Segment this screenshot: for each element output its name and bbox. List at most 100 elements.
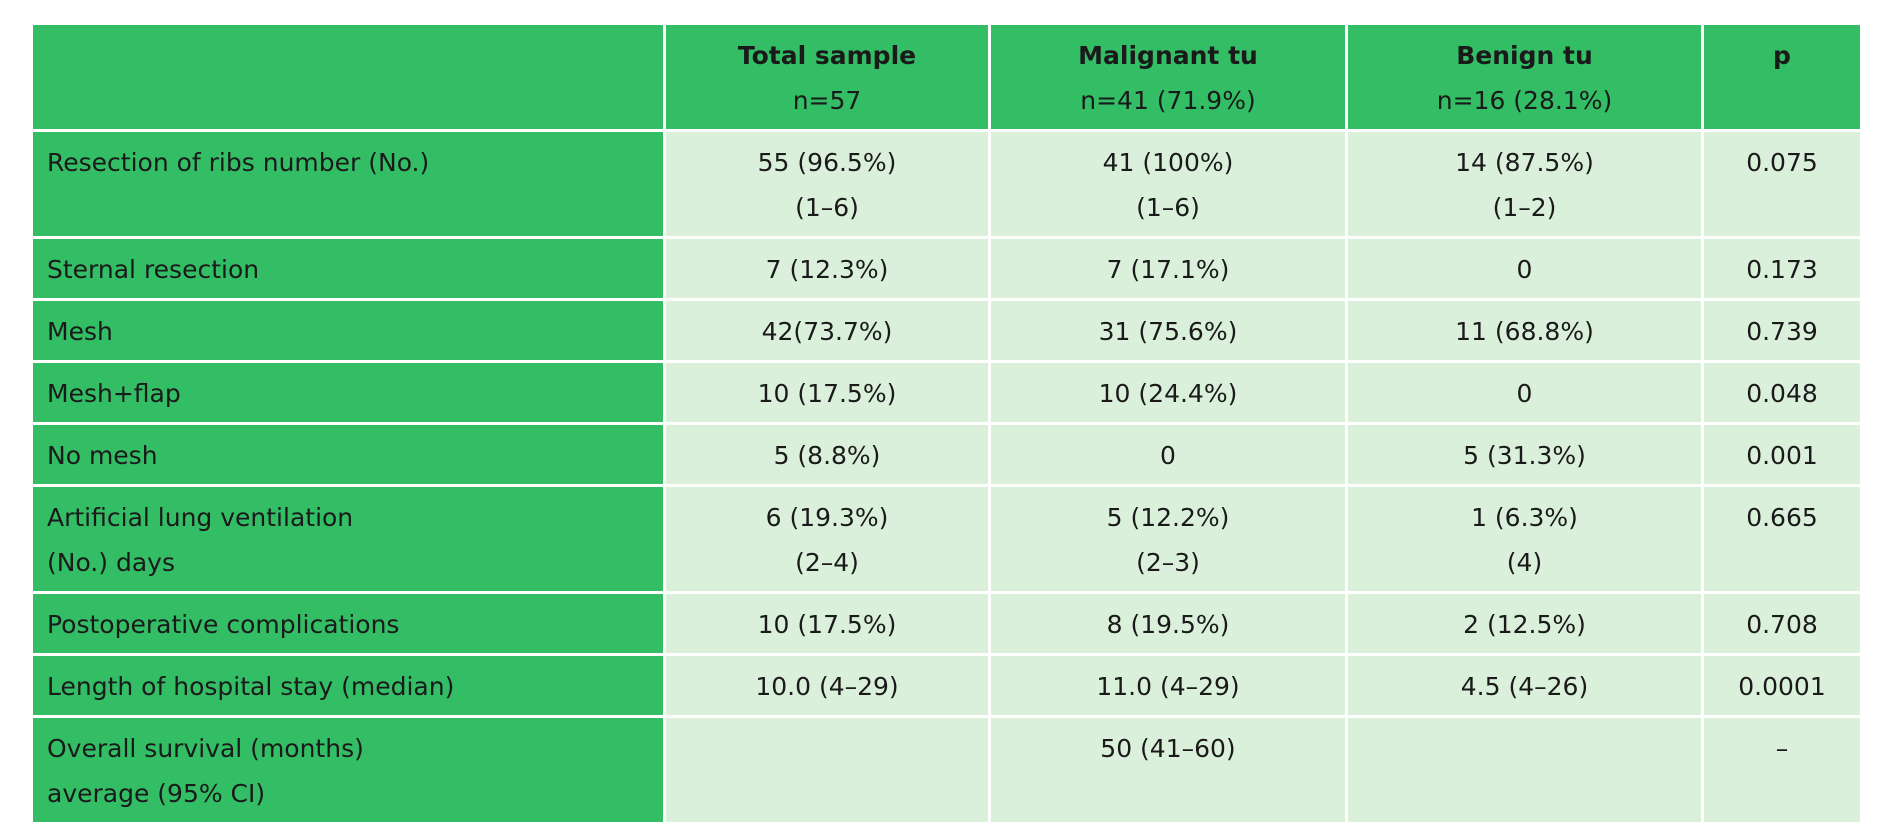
label-line: (No.) days bbox=[47, 548, 175, 577]
cell-line: 4.5 (4–26) bbox=[1460, 672, 1589, 701]
data-cell: 14 (87.5%) (1–2) bbox=[1345, 129, 1704, 239]
cell-line: (1–6) bbox=[795, 193, 859, 222]
cell-line: 42(73.7%) bbox=[761, 317, 893, 346]
header-row: Total sample n=57 Malignant tu n=41 (71.9%)… bbox=[30, 22, 1863, 132]
cell-line: 0 bbox=[1160, 441, 1176, 470]
label-line: Mesh+flap bbox=[47, 379, 181, 408]
data-cell: 0.665 bbox=[1701, 484, 1863, 594]
data-cell: 50 (41–60) bbox=[988, 715, 1348, 825]
label-line: Postoperative complications bbox=[47, 610, 400, 639]
row-label: Mesh bbox=[30, 298, 666, 363]
cell-line: (1–2) bbox=[1492, 193, 1557, 222]
data-cell: 10 (17.5%) bbox=[663, 360, 991, 425]
data-cell: 0.075 bbox=[1701, 129, 1863, 239]
cell-line: 0.075 bbox=[1746, 148, 1818, 177]
cell-line: 5 (31.3%) bbox=[1463, 441, 1586, 470]
cell-line: 0.0001 bbox=[1738, 672, 1826, 701]
cell-line: – bbox=[1775, 734, 1789, 763]
data-cell: 0.048 bbox=[1701, 360, 1863, 425]
column-title: Benign tu bbox=[1456, 41, 1593, 70]
data-cell: 8 (19.5%) bbox=[988, 591, 1348, 656]
data-cell: 0.0001 bbox=[1701, 653, 1863, 718]
cell-line: 10 (17.5%) bbox=[757, 610, 897, 639]
data-cell: 5 (12.2%) (2–3) bbox=[988, 484, 1348, 594]
cell-line: 1 (6.3%) bbox=[1471, 503, 1578, 532]
table-row: Mesh+flap 10 (17.5%) 10 (24.4%) 0 0.048 bbox=[30, 360, 1863, 425]
data-cell: 10.0 (4–29) bbox=[663, 653, 991, 718]
row-label: Artificial lung ventilation (No.) days bbox=[30, 484, 666, 594]
row-label: Mesh+flap bbox=[30, 360, 666, 425]
cell-line: 0.048 bbox=[1746, 379, 1818, 408]
cell-line: 0 bbox=[1516, 379, 1533, 408]
table-row: Postoperative complications 10 (17.5%) 8 (… bbox=[30, 591, 1863, 656]
data-cell: 0.001 bbox=[1701, 422, 1863, 487]
cell-line: 14 (87.5%) bbox=[1455, 148, 1594, 177]
column-title: Malignant tu bbox=[1078, 41, 1258, 70]
column-subtitle: n=41 (71.9%) bbox=[1080, 86, 1256, 115]
label-line: average (95% CI) bbox=[47, 779, 266, 808]
table-row: Artificial lung ventilation (No.) days 6 (… bbox=[30, 484, 1863, 594]
data-cell bbox=[1345, 715, 1704, 825]
row-label: Overall survival (months) average (95% CI… bbox=[30, 715, 666, 825]
cell-line: 0.708 bbox=[1746, 610, 1818, 639]
cell-line: 2 (12.5%) bbox=[1463, 610, 1586, 639]
table-row: Overall survival (months) average (95% CI… bbox=[30, 715, 1863, 825]
header-cell: Total sample n=57 bbox=[663, 22, 991, 132]
column-subtitle: n=16 (28.1%) bbox=[1436, 86, 1613, 115]
cell-line: 55 (96.5%) bbox=[757, 148, 897, 177]
data-cell: 7 (17.1%) bbox=[988, 236, 1348, 301]
data-cell: 31 (75.6%) bbox=[988, 298, 1348, 363]
cell-line: 11.0 (4–29) bbox=[1096, 672, 1240, 701]
cell-line: 11 (68.8%) bbox=[1455, 317, 1594, 346]
data-cell: 0 bbox=[1345, 236, 1704, 301]
cell-line: 31 (75.6%) bbox=[1098, 317, 1238, 346]
data-cell: 6 (19.3%) (2–4) bbox=[663, 484, 991, 594]
data-cell: 11.0 (4–29) bbox=[988, 653, 1348, 718]
cell-line: (2–4) bbox=[795, 548, 859, 577]
data-cell: 1 (6.3%) (4) bbox=[1345, 484, 1704, 594]
data-cell: 0.739 bbox=[1701, 298, 1863, 363]
row-label: Length of hospital stay (median) bbox=[30, 653, 666, 718]
data-cell: 42(73.7%) bbox=[663, 298, 991, 363]
table-wrap: Total sample n=57 Malignant tu n=41 (71.9%)… bbox=[30, 22, 1863, 825]
cell-line: 0.665 bbox=[1746, 503, 1818, 532]
data-cell: – bbox=[1701, 715, 1863, 825]
cell-line: 7 (12.3%) bbox=[765, 255, 889, 284]
cell-line: 8 (19.5%) bbox=[1106, 610, 1230, 639]
header-cell: Benign tu n=16 (28.1%) bbox=[1345, 22, 1704, 132]
table-row: Sternal resection 7 (12.3%) 7 (17.1%) 0 0.17… bbox=[30, 236, 1863, 301]
cell-line: 7 (17.1%) bbox=[1106, 255, 1230, 284]
table-row: Length of hospital stay (median) 10.0 (4–… bbox=[30, 653, 1863, 718]
data-cell bbox=[663, 715, 991, 825]
data-cell: 5 (31.3%) bbox=[1345, 422, 1704, 487]
label-line: No mesh bbox=[47, 441, 158, 470]
column-title: Total sample bbox=[737, 41, 917, 70]
cell-line: (4) bbox=[1506, 548, 1543, 577]
data-cell: 10 (24.4%) bbox=[988, 360, 1348, 425]
label-line: Artificial lung ventilation bbox=[47, 503, 354, 532]
row-label: Postoperative complications bbox=[30, 591, 666, 656]
header-cell: Malignant tu n=41 (71.9%) bbox=[988, 22, 1348, 132]
cell-line: 5 (12.2%) bbox=[1106, 503, 1230, 532]
label-line: Length of hospital stay (median) bbox=[47, 672, 455, 701]
data-cell: 5 (8.8%) bbox=[663, 422, 991, 487]
label-line: Resection of ribs number (No.) bbox=[47, 148, 430, 177]
cell-line: 50 (41–60) bbox=[1100, 734, 1236, 763]
page: {"table": { "columns": [null, {"title": … bbox=[30, 22, 1863, 825]
table-row: No mesh 5 (8.8%) 0 5 (31.3%) 0.001 bbox=[30, 422, 1863, 487]
cell-line: 0.173 bbox=[1746, 255, 1818, 284]
data-cell: 0 bbox=[1345, 360, 1704, 425]
data-cell: 11 (68.8%) bbox=[1345, 298, 1704, 363]
cell-line: 10 (17.5%) bbox=[757, 379, 897, 408]
column-title: p bbox=[1773, 41, 1791, 70]
data-cell: 4.5 (4–26) bbox=[1345, 653, 1704, 718]
table-row: Mesh 42(73.7%) 31 (75.6%) 11 (68.8%) 0.739 bbox=[30, 298, 1863, 363]
header-cell: p bbox=[1701, 22, 1863, 132]
data-cell: 7 (12.3%) bbox=[663, 236, 991, 301]
data-cell: 0 bbox=[988, 422, 1348, 487]
data-cell: 10 (17.5%) bbox=[663, 591, 991, 656]
data-cell: 41 (100%) (1–6) bbox=[988, 129, 1348, 239]
cell-line: 6 (19.3%) bbox=[765, 503, 889, 532]
data-cell: 55 (96.5%) (1–6) bbox=[663, 129, 991, 239]
cell-line: 5 (8.8%) bbox=[773, 441, 881, 470]
